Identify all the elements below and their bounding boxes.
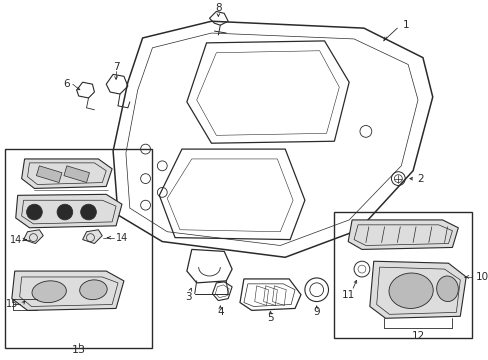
Circle shape	[26, 204, 42, 220]
Text: 3: 3	[185, 292, 192, 302]
Polygon shape	[16, 194, 122, 228]
Text: 10: 10	[475, 272, 488, 282]
Polygon shape	[64, 166, 89, 183]
Text: 11: 11	[341, 290, 354, 300]
Polygon shape	[347, 220, 457, 249]
Text: 13: 13	[72, 345, 85, 355]
Circle shape	[57, 204, 73, 220]
Ellipse shape	[388, 273, 432, 309]
Text: 12: 12	[410, 331, 424, 341]
Polygon shape	[23, 230, 43, 243]
Text: 4: 4	[217, 307, 223, 318]
Bar	[334, 212, 471, 338]
Polygon shape	[36, 166, 62, 183]
Text: 2: 2	[416, 174, 423, 184]
Ellipse shape	[436, 276, 457, 302]
Text: 1: 1	[402, 20, 408, 30]
Circle shape	[81, 204, 96, 220]
Text: 14: 14	[116, 233, 128, 243]
Polygon shape	[82, 230, 102, 243]
Text: 6: 6	[63, 79, 70, 89]
Text: 7: 7	[113, 63, 119, 72]
Polygon shape	[369, 261, 465, 318]
Ellipse shape	[32, 281, 66, 303]
Text: 14: 14	[10, 235, 22, 244]
Text: 8: 8	[215, 4, 221, 13]
Polygon shape	[12, 271, 123, 310]
Ellipse shape	[80, 280, 107, 300]
Text: 9: 9	[313, 307, 319, 318]
Bar	[5, 149, 152, 348]
Text: 15: 15	[6, 298, 18, 309]
Polygon shape	[21, 159, 112, 188]
Text: 5: 5	[266, 313, 273, 323]
